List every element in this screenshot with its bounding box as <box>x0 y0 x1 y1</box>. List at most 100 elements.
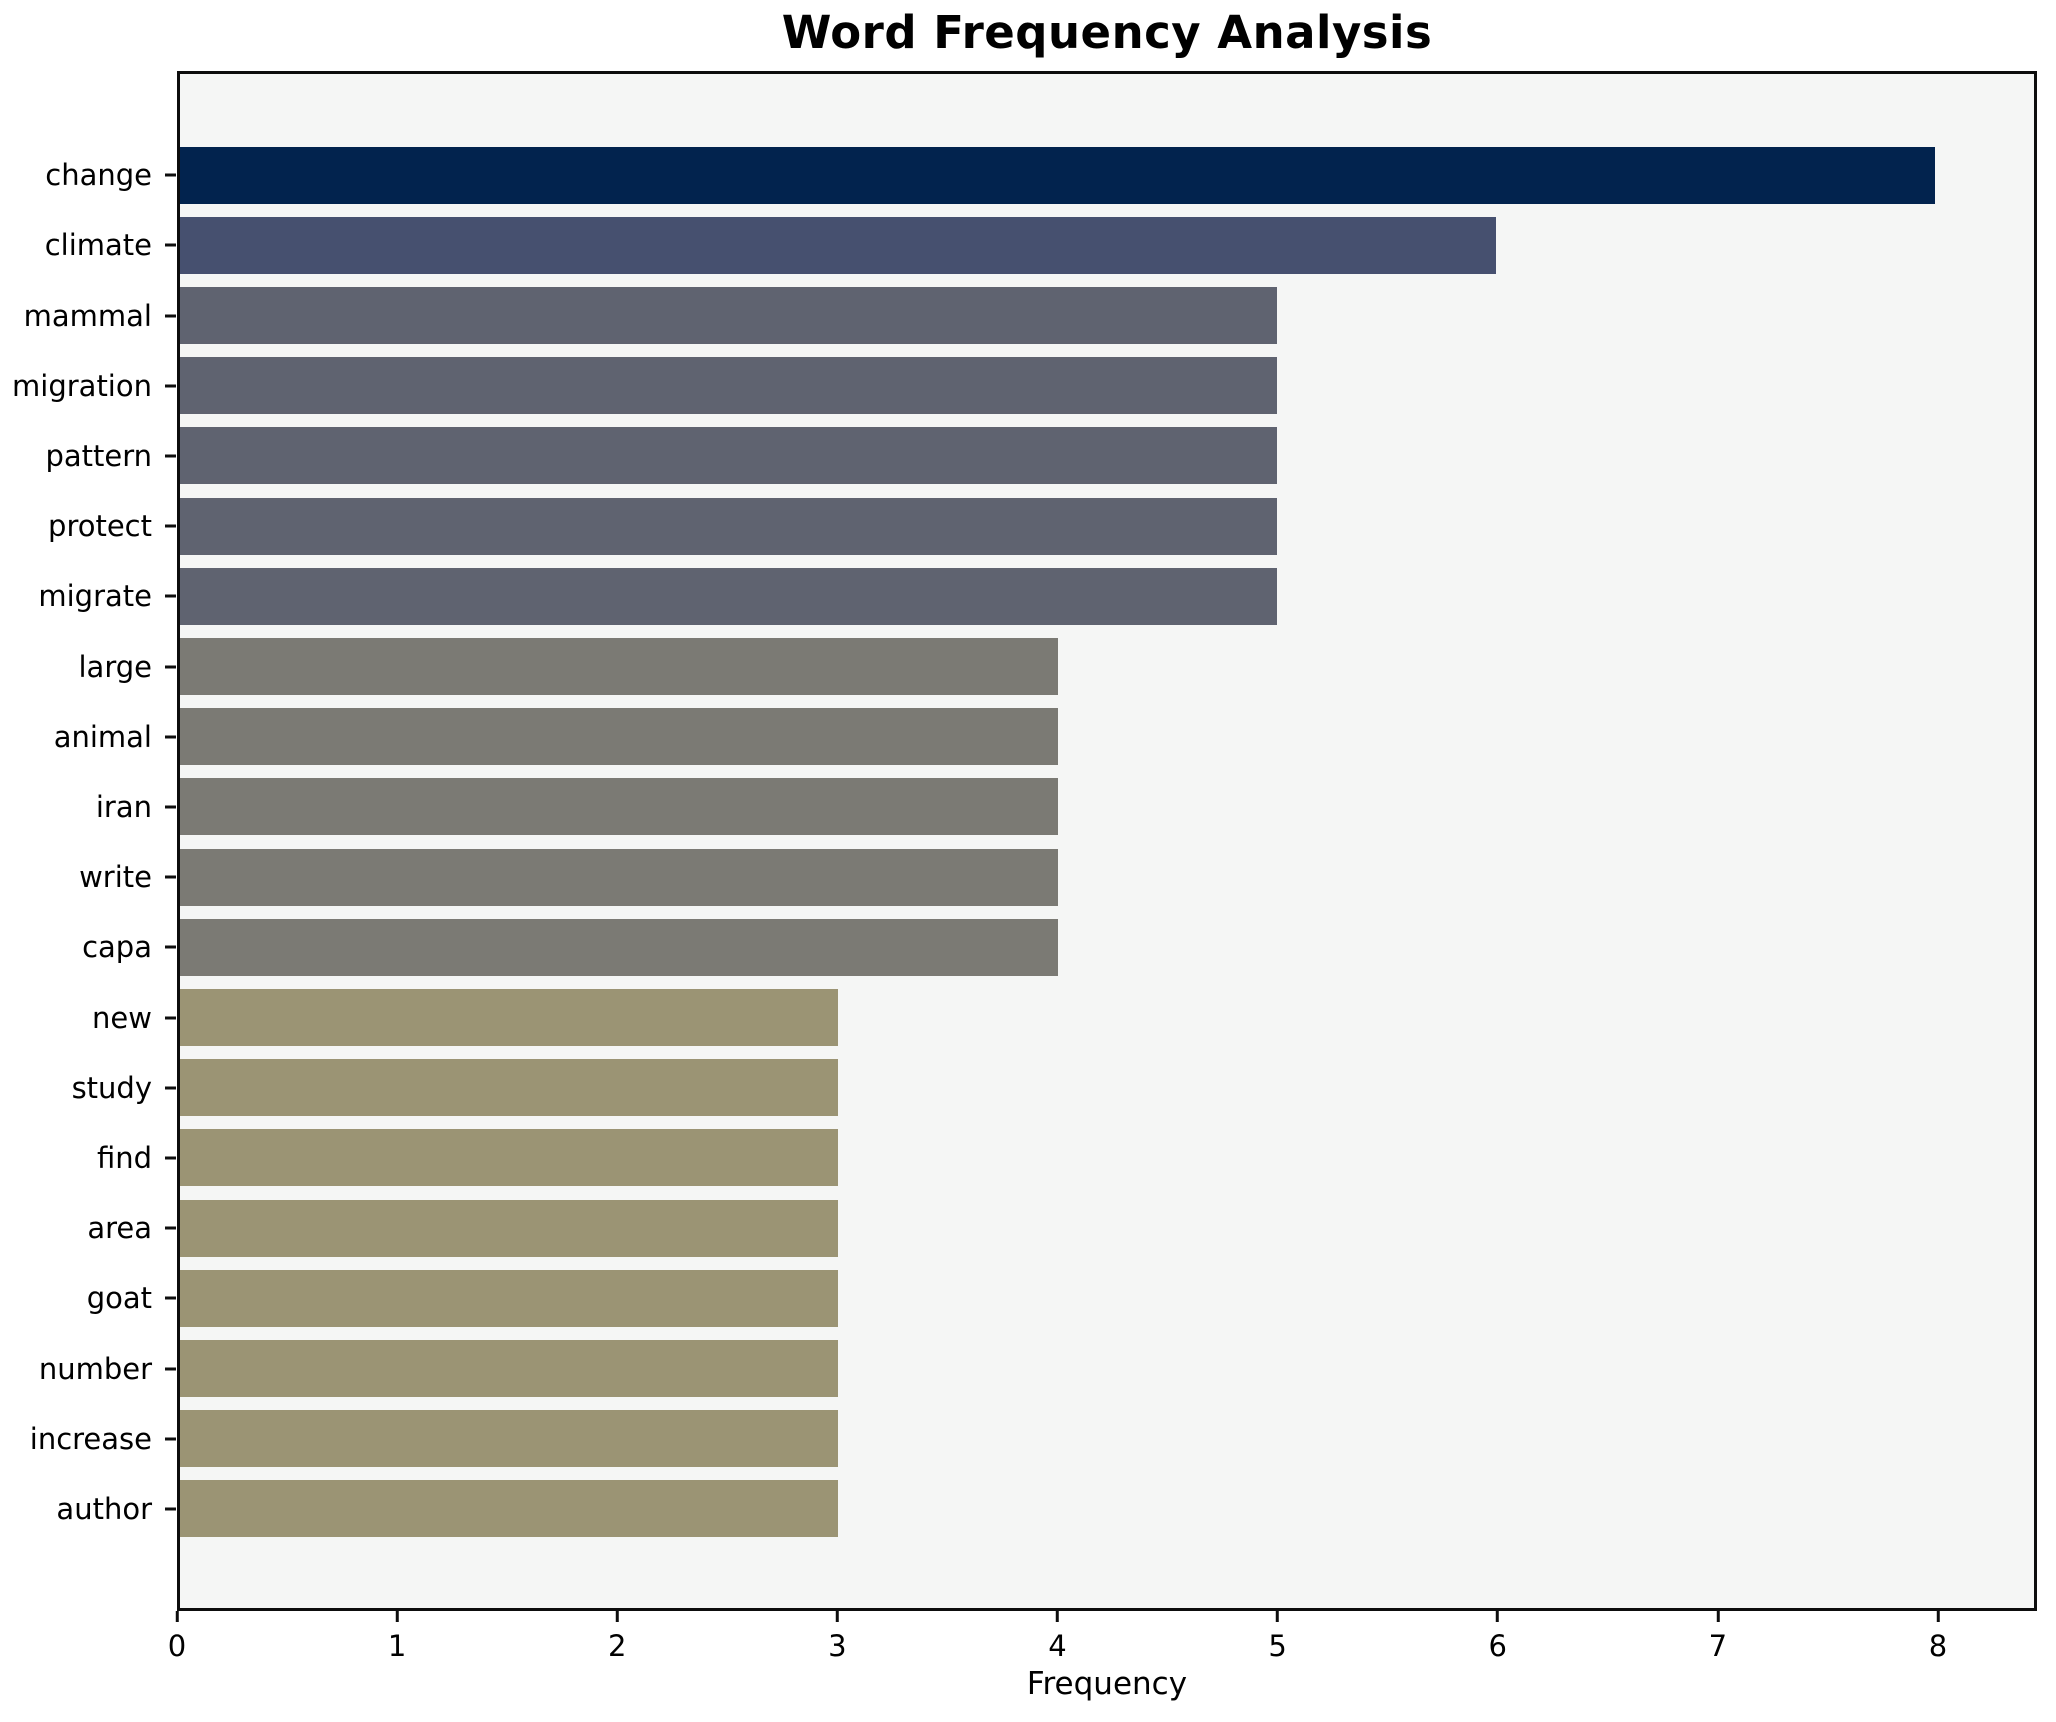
x-tick-mark <box>835 1611 839 1622</box>
y-tick-mark <box>165 454 176 458</box>
y-tick-mark <box>165 945 176 949</box>
x-tick-mark <box>175 1611 179 1622</box>
y-tick-mark <box>165 173 176 177</box>
y-tick-mark <box>165 1016 176 1020</box>
bar-increase <box>180 1410 839 1468</box>
y-tick-mark <box>165 1507 176 1511</box>
bar-row: pattern <box>45 421 2034 491</box>
bar-write <box>180 848 1058 906</box>
chart-title: Word Frequency Analysis <box>781 6 1433 59</box>
x-tick-mark <box>1276 1611 1280 1622</box>
x-tick-label: 2 <box>608 1629 627 1663</box>
bar-animal <box>180 708 1058 766</box>
y-tick-label: author <box>56 1491 152 1526</box>
y-tick-label: area <box>87 1211 152 1246</box>
bar-study <box>180 1059 839 1117</box>
y-tick-mark <box>165 1226 176 1230</box>
bar-change <box>180 146 1936 204</box>
y-tick-mark <box>165 735 176 739</box>
x-tick: 1 <box>388 1611 406 1663</box>
x-tick-mark <box>1936 1611 1940 1622</box>
x-tick-label: 6 <box>1488 1629 1507 1663</box>
plot-area: change climate mammal migration pattern prote… <box>12 71 2037 1611</box>
y-tick-label: study <box>71 1070 152 1105</box>
y-tick-label: iran <box>95 789 152 824</box>
y-tick-label: new <box>92 1000 152 1035</box>
bar-row: iran <box>96 772 2034 842</box>
bar-row: protect <box>48 491 2034 561</box>
x-tick-label: 5 <box>1268 1629 1287 1663</box>
y-tick-label: protect <box>48 509 152 544</box>
x-tick-label: 3 <box>828 1629 847 1663</box>
y-tick-label: migration <box>12 368 152 403</box>
bar-large <box>180 638 1058 696</box>
y-tick-mark <box>165 384 176 388</box>
x-tick: 2 <box>608 1611 626 1663</box>
y-tick-mark <box>165 1367 176 1371</box>
bar-migration <box>180 357 1278 415</box>
bar-row: number <box>39 1333 2034 1403</box>
y-tick-label: climate <box>44 228 152 263</box>
y-tick-mark <box>165 1156 176 1160</box>
x-tick-label: 4 <box>1048 1629 1067 1663</box>
x-tick: 5 <box>1268 1611 1287 1663</box>
bar-row: migrate <box>38 561 2034 631</box>
bar-migrate <box>180 567 1278 625</box>
x-tick-mark <box>615 1611 619 1622</box>
bar-row: change <box>45 140 2034 210</box>
bar-row: animal <box>54 702 2034 772</box>
x-axis-label: Frequency <box>1026 1666 1188 1702</box>
bar-find <box>180 1129 839 1187</box>
bar-row: area <box>87 1193 2034 1263</box>
y-tick-mark <box>165 1086 176 1090</box>
x-tick-mark <box>1496 1611 1500 1622</box>
bar-row: find <box>97 1123 2034 1193</box>
bar-row: goat <box>87 1263 2034 1333</box>
y-tick-mark <box>165 594 176 598</box>
x-tick-label: 8 <box>1928 1629 1948 1663</box>
y-tick-label: change <box>45 158 152 193</box>
x-tick: 3 <box>828 1611 847 1663</box>
y-tick-label: find <box>96 1140 152 1175</box>
x-tick-mark <box>1716 1611 1720 1622</box>
y-tick-label: write <box>79 860 152 895</box>
y-tick-label: migrate <box>38 579 152 614</box>
y-tick-mark <box>165 875 176 879</box>
y-tick-mark <box>165 805 176 809</box>
y-tick-mark <box>165 314 176 317</box>
bar-row: climate <box>45 210 2034 280</box>
y-tick-label: goat <box>86 1281 152 1316</box>
y-tick-label: animal <box>53 719 152 754</box>
bar-capa <box>180 918 1058 976</box>
bar-mammal <box>180 287 1278 344</box>
x-tick: 6 <box>1488 1611 1507 1663</box>
y-tick-label: mammal <box>23 298 152 333</box>
x-tick: 0 <box>168 1611 186 1663</box>
y-tick-label: capa <box>82 930 152 965</box>
bar-iran <box>180 778 1058 836</box>
y-tick-label: number <box>38 1351 152 1386</box>
bar-protect <box>180 497 1278 555</box>
bar-pattern <box>180 427 1278 485</box>
bar-row: large <box>79 631 2034 701</box>
bar-goat <box>180 1269 839 1327</box>
x-tick: 4 <box>1048 1611 1067 1663</box>
bar-author <box>180 1480 839 1538</box>
bar-climate <box>180 216 1497 274</box>
y-tick-label: increase <box>29 1421 152 1456</box>
x-axis-ticks: 0 1 2 3 4 5 6 7 8 <box>168 1611 2037 1691</box>
bar-row: new <box>92 982 2034 1052</box>
y-tick-mark <box>165 1437 176 1441</box>
y-tick-mark <box>165 524 176 528</box>
bars-container: change climate mammal migration pattern prote… <box>12 140 2034 1544</box>
y-tick-label: pattern <box>45 438 152 473</box>
x-tick: 7 <box>1709 1611 1727 1663</box>
x-tick-mark <box>395 1611 399 1622</box>
bar-row: write <box>79 842 2034 912</box>
bar-row: study <box>72 1053 2034 1123</box>
x-tick-mark <box>1055 1611 1059 1622</box>
y-tick-label: large <box>78 649 153 684</box>
x-tick: 8 <box>1929 1611 1947 1663</box>
y-tick-mark <box>165 665 176 669</box>
